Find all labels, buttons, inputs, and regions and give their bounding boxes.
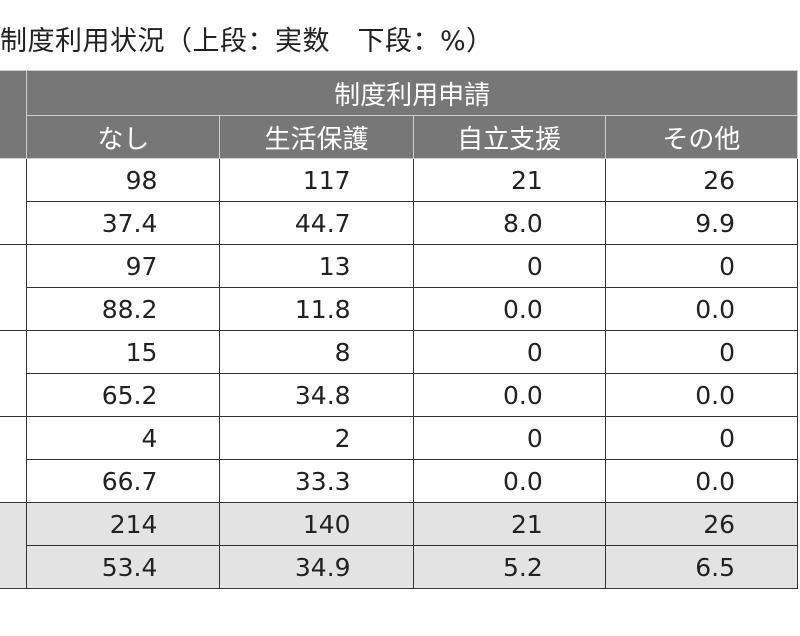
count-cell: 26 — [604, 158, 799, 202]
count-cell: 0 — [604, 330, 799, 374]
percent-cell: 33.3 — [219, 459, 414, 503]
count-cell: 140 — [219, 502, 414, 546]
percent-cell: 65.2 — [26, 373, 221, 417]
percent-cell: 0.0 — [604, 373, 799, 417]
count-cell: 26 — [604, 502, 799, 546]
usage-table: 制度利用申請 なし 生活保護 自立支援 その他 98 117 21 26 37.… — [0, 70, 799, 589]
percent-cell: 0.0 — [412, 373, 606, 417]
count-cell: 0 — [412, 330, 606, 374]
percent-cell: 11.8 — [219, 287, 414, 331]
group-header: 制度利用申請 — [26, 70, 798, 116]
total-row: 53.4 34.9 5.2 6.5 — [0, 545, 799, 589]
table-row: 37.4 44.7 8.0 9.9 — [0, 201, 799, 245]
percent-cell: 66.7 — [26, 459, 221, 503]
percent-cell: 88.2 — [26, 287, 221, 331]
table-row: 65.2 34.8 0.0 0.0 — [0, 373, 799, 417]
table-row: 97 13 0 0 — [0, 244, 799, 331]
count-cell: 0 — [604, 416, 799, 460]
count-cell: 214 — [26, 502, 221, 546]
percent-cell: 53.4 — [26, 545, 221, 589]
count-cell: 8 — [219, 330, 414, 374]
percent-cell: 34.9 — [219, 545, 414, 589]
count-cell: 97 — [26, 244, 221, 288]
percent-cell: 0.0 — [604, 459, 799, 503]
percent-cell: 0.0 — [604, 287, 799, 331]
count-cell: 117 — [219, 158, 414, 202]
column-header-none: なし — [26, 115, 221, 159]
percent-cell: 44.7 — [219, 201, 414, 245]
table-row: 88.2 11.8 0.0 0.0 — [0, 287, 799, 331]
column-header-independence: 自立支援 — [412, 115, 606, 159]
count-cell: 0 — [412, 244, 606, 288]
count-cell: 21 — [412, 502, 606, 546]
percent-cell: 0.0 — [412, 287, 606, 331]
table-title: 制度利用状況（上段：実数 下段：%） — [0, 26, 494, 57]
total-row: 214 140 21 26 — [0, 502, 799, 589]
percent-cell: 6.5 — [604, 545, 799, 589]
column-header-welfare: 生活保護 — [219, 115, 414, 159]
percent-cell: 5.2 — [412, 545, 606, 589]
row-label-cell — [0, 330, 28, 417]
percent-cell: 37.4 — [26, 201, 221, 245]
row-label-cell — [0, 416, 28, 503]
count-cell: 15 — [26, 330, 221, 374]
table-row: 98 117 21 26 — [0, 158, 799, 245]
percent-cell: 0.0 — [412, 459, 606, 503]
column-header-other: その他 — [604, 115, 799, 159]
table-row: 15 8 0 0 — [0, 330, 799, 417]
percent-cell: 9.9 — [604, 201, 799, 245]
percent-cell: 34.8 — [219, 373, 414, 417]
count-cell: 4 — [26, 416, 221, 460]
row-label-cell — [0, 244, 28, 331]
count-cell: 0 — [412, 416, 606, 460]
row-label-header — [0, 70, 28, 159]
row-label-cell — [0, 502, 28, 589]
count-cell: 0 — [604, 244, 799, 288]
count-cell: 98 — [26, 158, 221, 202]
header-row-columns: なし 生活保護 自立支援 その他 — [0, 115, 799, 159]
count-cell: 13 — [219, 244, 414, 288]
row-label-cell — [0, 158, 28, 245]
header-row-group: 制度利用申請 — [0, 70, 798, 159]
count-cell: 21 — [412, 158, 606, 202]
table-row: 4 2 0 0 — [0, 416, 799, 503]
count-cell: 2 — [219, 416, 414, 460]
table-row: 66.7 33.3 0.0 0.0 — [0, 459, 799, 503]
percent-cell: 8.0 — [412, 201, 606, 245]
